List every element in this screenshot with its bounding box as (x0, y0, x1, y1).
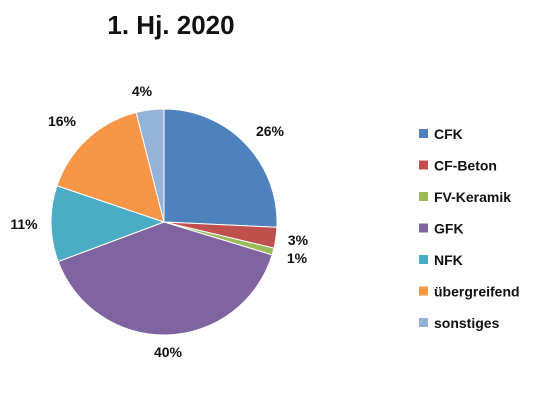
legend-label-nfk: NFK (434, 252, 463, 268)
slice-label-gfk: 40% (154, 344, 183, 360)
pie-slices (50, 108, 278, 336)
slice-nfk (50, 185, 166, 263)
slice-cfk (163, 108, 278, 228)
legend-label-sonstiges: sonstiges (434, 315, 500, 331)
legend-label-fv-keramik: FV-Keramik (434, 189, 511, 205)
chart-title: 1. Hj. 2020 (107, 10, 234, 40)
slice-label-cfk: 26% (256, 123, 285, 139)
slice-label-fv-keramik: 1% (287, 250, 308, 266)
slice-labels: 26% 3% 1% 40% 11% 16% 4% (10, 83, 308, 360)
slice-label-nfk: 11% (10, 216, 38, 232)
legend-label-uebergreifend: übergreifend (434, 284, 520, 300)
legend-swatch-uebergreifend (419, 286, 428, 296)
legend-swatch-gfk (419, 223, 428, 233)
legend-swatch-fv-keramik (419, 192, 428, 201)
slice-sonstiges (135, 108, 165, 223)
legend-swatch-sonstiges (419, 318, 428, 327)
legend-swatch-cfk (419, 129, 428, 138)
legend-swatch-cf-beton (419, 160, 428, 170)
legend: CFK CF-Beton FV-Keramik GFK NFK übergreifend s… (419, 126, 520, 331)
legend-label-gfk: GFK (434, 221, 464, 237)
legend-label-cfk: CFK (434, 126, 463, 142)
slice-label-uebergreifend: 16% (48, 113, 77, 129)
legend-label-cf-beton: CF-Beton (434, 158, 497, 174)
slice-label-sonstiges: 4% (132, 83, 153, 99)
slice-label-cf-beton: 3% (288, 232, 309, 248)
legend-swatch-nfk (419, 255, 428, 264)
slice-gfk (57, 221, 273, 336)
slice-uebergreifend (56, 111, 165, 223)
